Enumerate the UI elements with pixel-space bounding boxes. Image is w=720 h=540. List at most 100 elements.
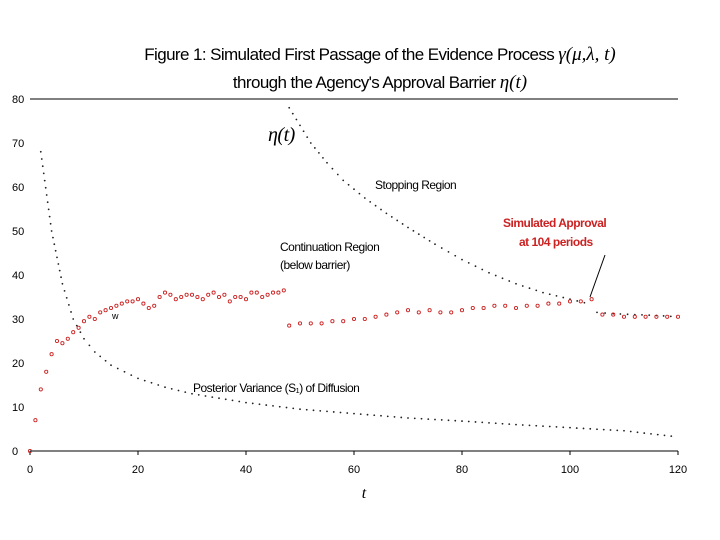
evidence-point <box>119 301 124 306</box>
evidence-point <box>114 303 119 308</box>
y-tick-label: 50 <box>12 226 24 238</box>
evidence-point <box>362 316 367 322</box>
x-tick-label: 100 <box>561 464 579 476</box>
evidence-point <box>71 330 76 335</box>
x-tick-label: 80 <box>456 464 468 476</box>
series-dot <box>170 387 173 390</box>
series-dot <box>44 186 47 189</box>
evidence-point <box>189 292 195 297</box>
series-dot <box>576 300 579 302</box>
series-dot <box>285 406 288 409</box>
evidence-point <box>65 336 70 341</box>
evidence-point <box>211 290 216 295</box>
evidence-point <box>373 314 378 319</box>
series-1 <box>596 311 672 318</box>
series-dot <box>427 418 430 421</box>
evidence-point <box>152 303 157 308</box>
series-dot <box>386 415 389 418</box>
series-dot <box>88 344 91 347</box>
series-dot <box>488 271 490 274</box>
series-dot <box>589 427 592 430</box>
series-dot <box>123 370 126 373</box>
evidence-point <box>98 310 103 315</box>
evidence-point <box>470 305 475 311</box>
continuation-note-label: (below barrier) <box>280 258 350 272</box>
evidence-point <box>281 288 286 293</box>
series-dot <box>143 379 146 382</box>
series-dot <box>231 399 234 402</box>
series-dot <box>650 432 652 435</box>
evidence-point <box>427 308 432 313</box>
approval-label-line-2: at 104 periods <box>519 235 593 249</box>
series-dot <box>137 377 139 380</box>
series-dot <box>346 412 349 414</box>
series-dot <box>104 359 107 362</box>
series-dot <box>58 269 61 272</box>
series-dot <box>508 423 511 426</box>
series-dot <box>318 152 320 154</box>
evidence-point <box>27 448 33 454</box>
x-axis-label: t <box>362 485 367 502</box>
series-dot <box>312 409 315 412</box>
series-dot <box>295 118 298 121</box>
series-dot <box>596 311 598 314</box>
evidence-point <box>287 323 292 328</box>
evidence-point <box>260 294 265 300</box>
series-dot <box>342 179 345 182</box>
series-dot <box>521 285 524 287</box>
series-dot <box>313 147 316 149</box>
chart-title-line-1: Figure 1: Simulated First Passage of the… <box>0 44 720 66</box>
series-dot <box>40 158 43 160</box>
evidence-point <box>351 316 357 322</box>
chart-title-line-2: through the Agency's Approval Barrier η(… <box>0 72 720 94</box>
series-dot <box>130 374 133 376</box>
series-dot <box>41 165 44 168</box>
series-dot <box>420 417 423 420</box>
evidence-point <box>459 308 465 313</box>
evidence-point <box>492 303 497 308</box>
evidence-point <box>578 299 583 304</box>
series-dot <box>363 197 366 199</box>
series-dot <box>508 280 511 282</box>
evidence-point <box>125 299 130 304</box>
series-dot <box>52 236 54 239</box>
series-dot <box>184 391 187 394</box>
evidence-point <box>481 305 486 311</box>
series-dot <box>494 274 497 277</box>
series-dot <box>53 243 56 246</box>
x-tick-label: 40 <box>240 464 252 476</box>
series-dot <box>501 277 504 280</box>
series-dot <box>116 367 119 370</box>
series-dot <box>258 403 261 406</box>
series-2 <box>39 150 673 438</box>
evidence-point <box>524 303 529 308</box>
series-dot <box>604 312 606 314</box>
evidence-point <box>449 310 454 315</box>
series-dot <box>347 183 350 186</box>
series-dot <box>669 315 672 318</box>
x-tick-label: 60 <box>348 464 360 476</box>
evidence-point <box>665 314 670 319</box>
series-dot <box>528 287 531 290</box>
series-dot <box>305 408 308 411</box>
series-dot <box>60 276 62 279</box>
series-dot <box>224 398 227 401</box>
evidence-point <box>503 303 508 308</box>
series-dot <box>336 173 339 176</box>
evidence-point <box>184 292 189 297</box>
series-dot <box>535 424 538 427</box>
series-dot <box>454 254 457 257</box>
series-dot <box>380 414 382 417</box>
evidence-point <box>243 297 249 302</box>
series-dot <box>358 192 361 195</box>
evidence-point <box>384 312 389 317</box>
evidence-point <box>38 387 43 392</box>
series-dot <box>46 201 49 204</box>
series-dot <box>42 172 45 175</box>
title-text-1: Figure 1: Simulated First Passage of the… <box>144 45 555 64</box>
x-tick-label: 0 <box>27 464 33 476</box>
series-dot <box>609 429 612 431</box>
series-dot <box>623 429 625 432</box>
series-dot <box>440 247 443 249</box>
series-dot <box>157 384 160 386</box>
